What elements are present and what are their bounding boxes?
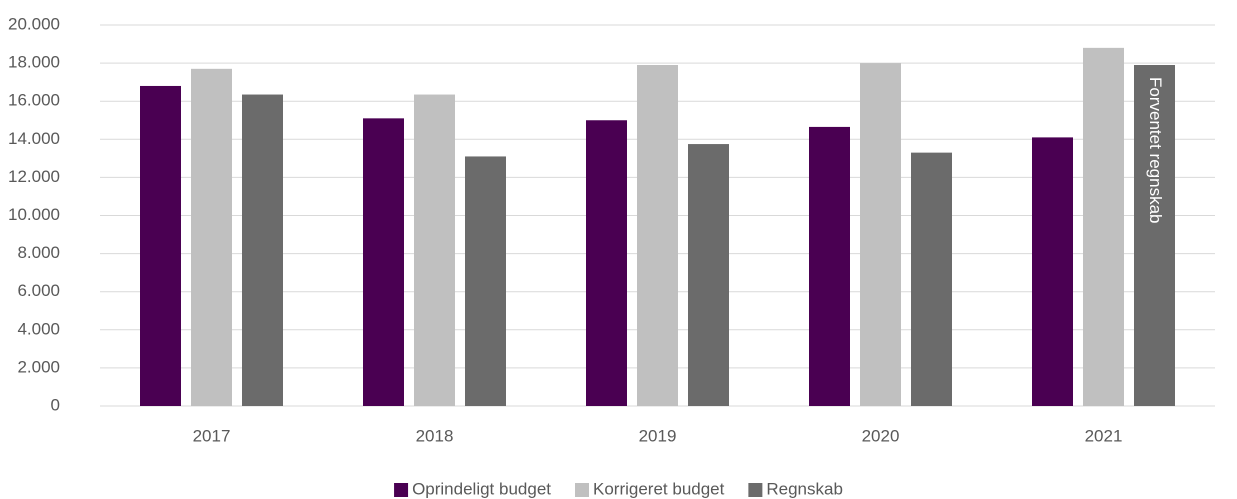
y-tick-label: 0 xyxy=(51,395,60,414)
bar xyxy=(860,63,901,406)
y-tick-label: 20.000 xyxy=(8,14,60,33)
bar xyxy=(191,68,232,406)
legend-swatch xyxy=(394,483,409,497)
bar xyxy=(363,118,404,406)
y-tick-label: 6.000 xyxy=(17,281,60,300)
bar xyxy=(688,144,729,406)
bar xyxy=(911,152,952,406)
bar xyxy=(1134,65,1175,406)
bar xyxy=(809,126,850,406)
legend: Oprindeligt budget Korrigeret budget Regns… xyxy=(394,479,843,498)
y-tick-label: 8.000 xyxy=(17,243,60,262)
y-tick-label: 18.000 xyxy=(8,53,60,72)
legend-swatch xyxy=(748,483,763,497)
legend-label: Regnskab xyxy=(766,479,843,498)
legend-swatch xyxy=(575,483,589,497)
bar xyxy=(1032,137,1073,406)
bar xyxy=(242,94,283,406)
bar xyxy=(637,65,678,406)
legend-label: Oprindeligt budget xyxy=(412,479,551,498)
legend-label: Korrigeret budget xyxy=(593,479,725,498)
bar xyxy=(140,85,181,407)
x-tick-label: 2021 xyxy=(1085,426,1123,445)
y-tick-label: 4.000 xyxy=(17,319,60,338)
x-tick-label: 2019 xyxy=(639,426,677,445)
y-tick-label: 10.000 xyxy=(8,205,60,224)
y-tick-label: 14.000 xyxy=(8,129,60,148)
bar-annotation: Forventet regnskab xyxy=(1146,77,1165,223)
y-tick-label: 16.000 xyxy=(8,91,60,110)
x-tick-label: 2017 xyxy=(193,426,231,445)
bar xyxy=(414,94,455,406)
bar xyxy=(586,120,627,406)
y-tick-label: 2.000 xyxy=(17,357,60,376)
x-tick-label: 2018 xyxy=(416,426,454,445)
y-tick-label: 12.000 xyxy=(8,167,60,186)
bar xyxy=(465,156,506,406)
bar xyxy=(1083,47,1124,407)
x-tick-label: 2020 xyxy=(862,426,900,445)
